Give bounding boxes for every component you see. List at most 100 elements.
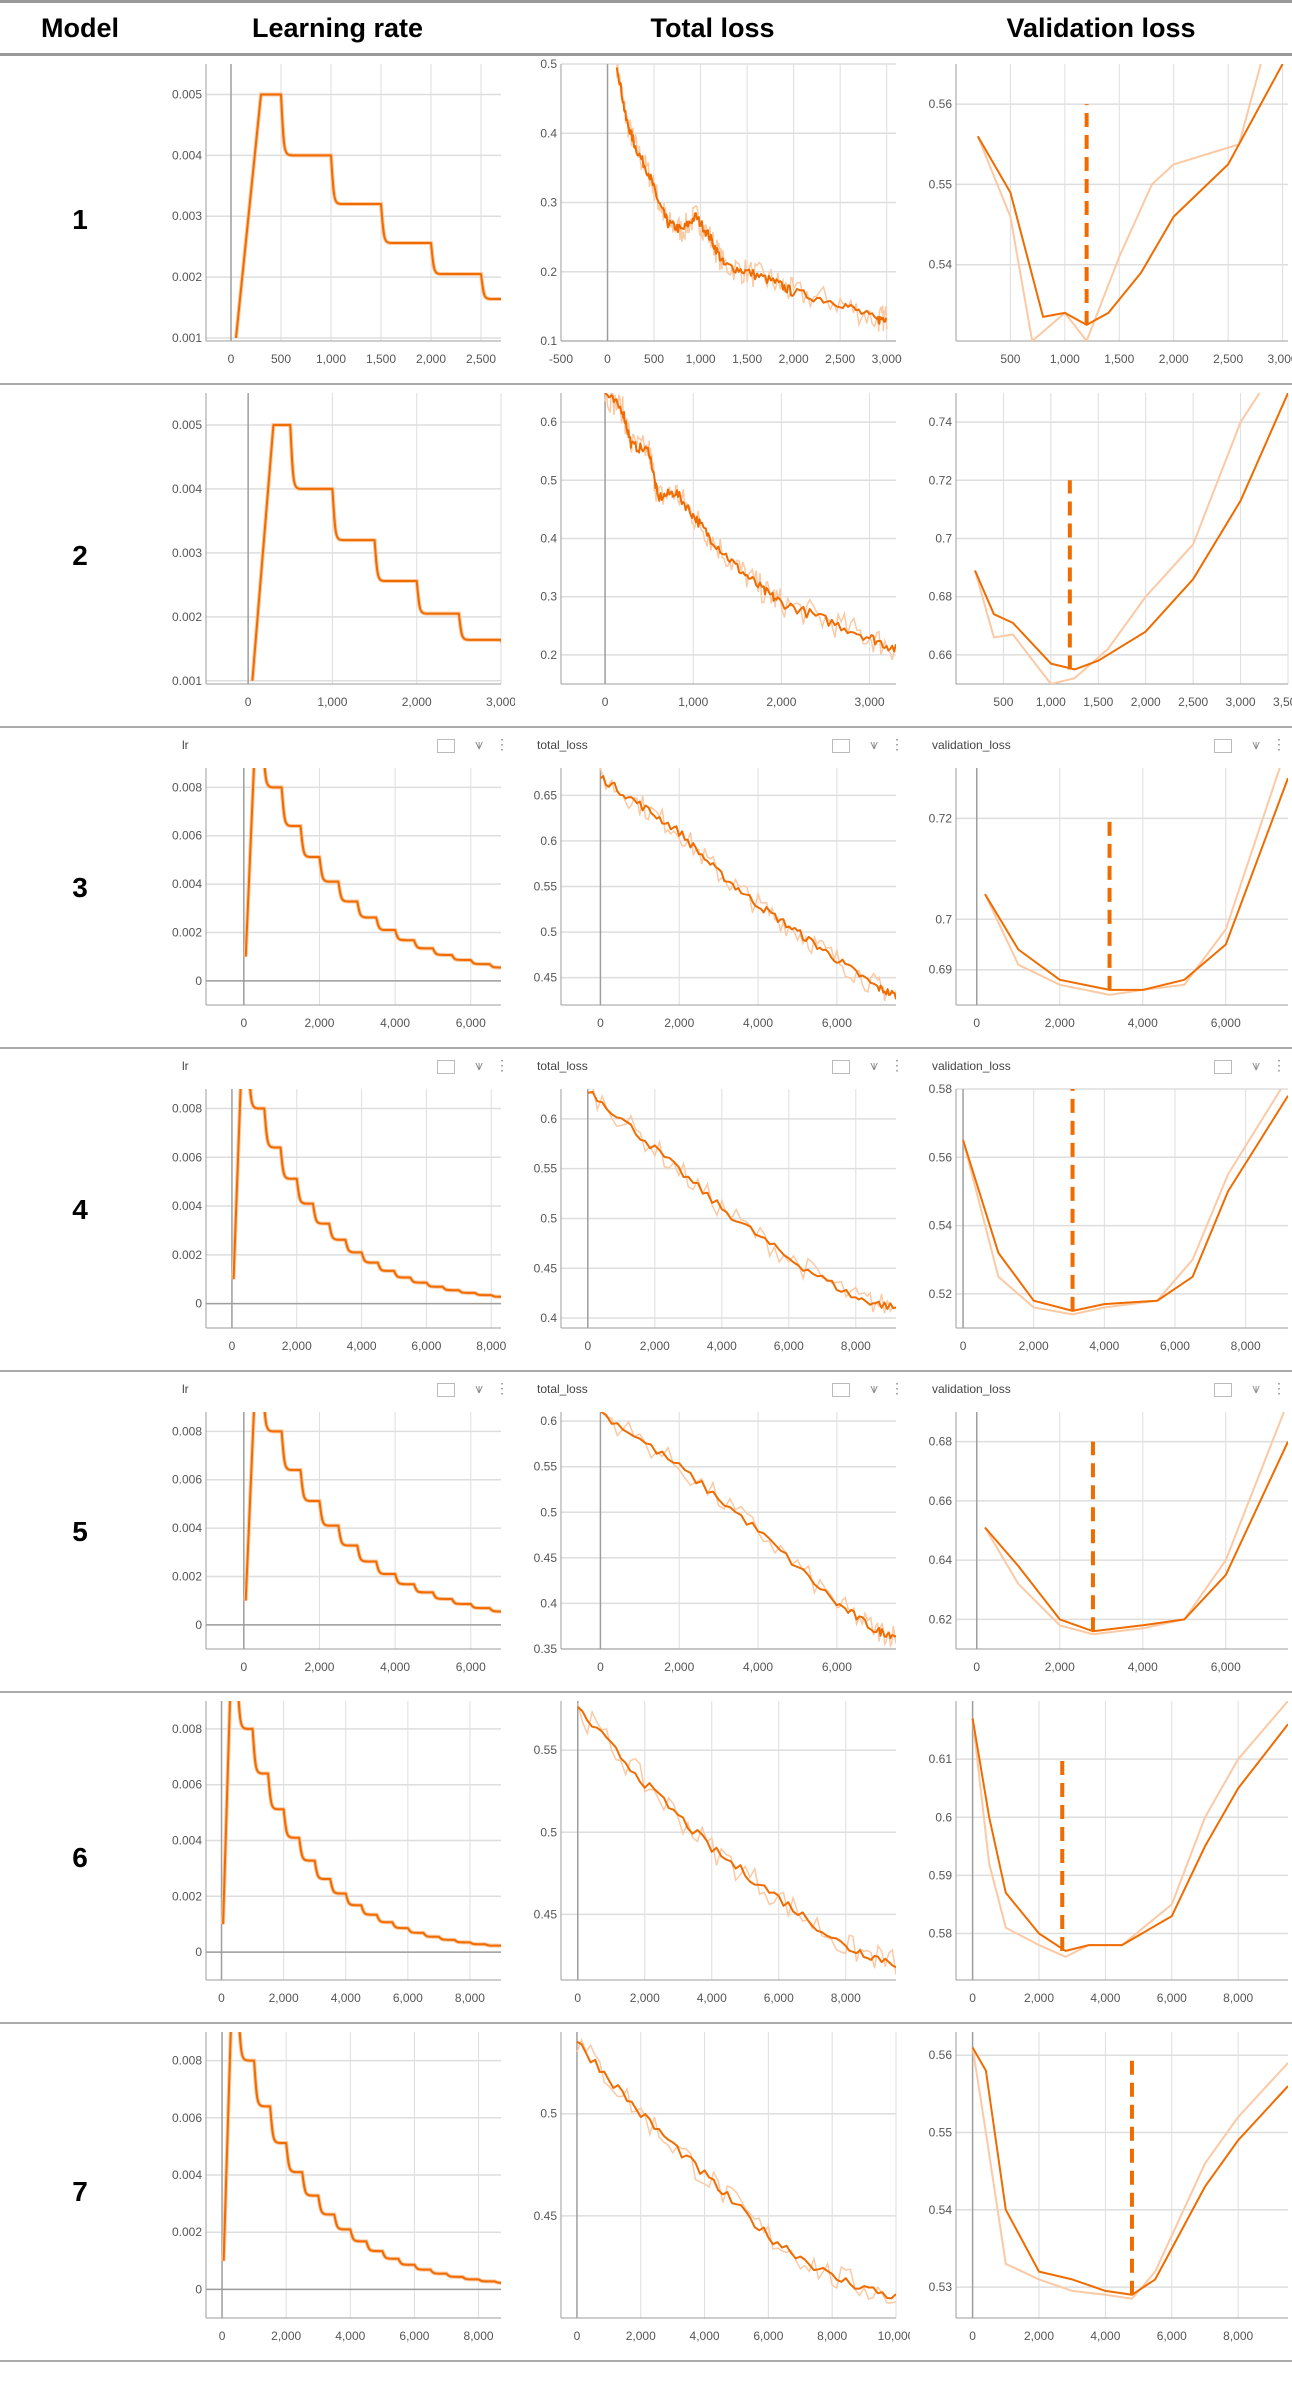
more-icon[interactable]: ⋮	[1272, 1057, 1286, 1073]
x-tick-label: 8,000	[1223, 1991, 1253, 2005]
pin-icon[interactable]: ⩛	[1252, 1057, 1260, 1073]
y-tick-label: 0.5	[540, 1211, 557, 1225]
chart-svg: 0.001 0.002 0.003 0.004 0.005 0 500 1,000 1,500 2…	[172, 64, 501, 366]
model-row: 1 0.001 0.002 0.003 0.004 0.005 0 500 1,000 1,500…	[0, 56, 1292, 385]
header-model: Model	[41, 12, 119, 43]
x-tick-label: 0	[602, 695, 609, 709]
x-tick-label: 8,000	[455, 1991, 485, 2005]
model-row: 5 lr ⩛ ⋮ 0 0.002 0.004 0.006 0.008 0 2,000 4,000 6,0…	[0, 1372, 1292, 1693]
y-tick-label: 0	[195, 974, 202, 988]
x-tick-label: 2,000	[1019, 1339, 1049, 1353]
model-number: 1	[72, 203, 88, 235]
raw-series-line	[976, 64, 1262, 341]
y-tick-label: 0.4	[540, 1596, 557, 1610]
y-tick-label: 0.6	[540, 415, 557, 429]
raw-series-line	[576, 2037, 896, 2304]
smoothed-series-line	[587, 1090, 896, 1310]
expand-icon[interactable]	[437, 1060, 455, 1074]
header-learning-rate: Learning rate	[251, 12, 424, 43]
y-tick-label: 0.66	[929, 648, 953, 662]
pin-icon[interactable]: ⩛	[1252, 736, 1260, 752]
y-tick-label: 0	[195, 1945, 202, 1959]
x-tick-label: 1,000	[1036, 695, 1066, 709]
raw-series-line	[231, 1089, 501, 1299]
smoothed-series-line	[576, 2040, 896, 2300]
x-tick-label: 2,000	[1045, 1016, 1075, 1030]
x-tick-label: 2,000	[304, 1660, 334, 1674]
y-tick-label: 0.4	[540, 126, 557, 140]
smoothed-series-line	[244, 768, 501, 969]
model-number: 3	[72, 871, 88, 903]
expand-icon[interactable]	[437, 739, 455, 753]
pin-icon[interactable]: ⩛	[475, 1380, 483, 1396]
y-tick-label: 0.3	[540, 590, 557, 604]
header-validation-loss: Validation loss	[1006, 12, 1196, 43]
x-tick-label: 2,000	[1024, 1991, 1054, 2005]
more-icon[interactable]: ⋮	[890, 1380, 904, 1396]
x-tick-label: 3,500	[1273, 695, 1292, 709]
raw-series-line	[984, 768, 1281, 996]
raw-series-line	[243, 768, 501, 970]
y-tick-label: 0.008	[172, 1102, 202, 1116]
y-tick-label: 0.55	[929, 177, 953, 191]
smoothed-series-line	[232, 1089, 501, 1298]
chart-validation-loss: 0.58 0.59 0.6 0.61 0 2,000 4,000 6,000 8,000	[910, 1693, 1292, 2022]
smoothed-series-line	[222, 2032, 501, 2284]
model-row: 6 0 0.002 0.004 0.006 0.008 0 2,000 4,000 6,000 8,…	[0, 1693, 1292, 2024]
expand-icon[interactable]	[832, 1060, 850, 1074]
x-tick-label: 2,000	[304, 1016, 334, 1030]
pin-icon[interactable]: ⩛	[1252, 1380, 1260, 1396]
pin-icon[interactable]: ⩛	[475, 1057, 483, 1073]
x-tick-label: 0	[240, 1016, 247, 1030]
chart-svg: 0 0.002 0.004 0.006 0.008 0 2,000 4,000 6,000 8,0…	[172, 1089, 507, 1353]
y-tick-label: 0.006	[172, 1778, 202, 1792]
y-tick-label: 0.006	[172, 2111, 202, 2125]
x-tick-label: 2,000	[664, 1660, 694, 1674]
more-icon[interactable]: ⋮	[1272, 736, 1286, 752]
more-icon[interactable]: ⋮	[495, 1057, 509, 1073]
chart-svg: 0 0.002 0.004 0.006 0.008 0 2,000 4,000 6,000 8,0…	[172, 2032, 501, 2343]
x-tick-label: 4,000	[380, 1016, 410, 1030]
x-tick-label: 0	[969, 2329, 976, 2343]
model-row: 2 0.001 0.002 0.003 0.004 0.005 0 1,000 2,000 3,0…	[0, 385, 1292, 728]
pin-icon[interactable]: ⩛	[870, 736, 878, 752]
y-tick-label: 0.54	[929, 258, 953, 272]
x-tick-label: 6,000	[393, 1991, 423, 2005]
y-tick-label: 0.6	[540, 1414, 557, 1428]
more-icon[interactable]: ⋮	[890, 1057, 904, 1073]
header-total-loss: Total loss	[650, 12, 775, 43]
pin-icon[interactable]: ⩛	[870, 1380, 878, 1396]
x-tick-label: 4,000	[690, 2329, 720, 2343]
chart-svg: 0.001 0.002 0.003 0.004 0.005 0 1,000 2,000 3,00…	[172, 393, 515, 709]
y-tick-label: 0.56	[929, 2048, 953, 2062]
more-icon[interactable]: ⋮	[495, 1380, 509, 1396]
expand-icon[interactable]	[1214, 739, 1232, 753]
y-tick-label: 0.56	[929, 97, 953, 111]
pin-icon[interactable]: ⩛	[870, 1057, 878, 1073]
more-icon[interactable]: ⋮	[1272, 1380, 1286, 1396]
y-tick-label: 0.54	[929, 1219, 953, 1233]
x-tick-label: 0	[228, 352, 235, 366]
raw-series-line	[616, 64, 888, 332]
x-tick-label: 8,000	[831, 1991, 861, 2005]
expand-icon[interactable]	[437, 1383, 455, 1397]
smoothed-series-line	[599, 775, 896, 1000]
y-tick-label: 0.004	[172, 482, 202, 496]
x-tick-label: 0	[218, 1991, 225, 2005]
y-tick-label: 0.3	[540, 196, 557, 210]
expand-icon[interactable]	[1214, 1383, 1232, 1397]
y-tick-label: 0.7	[935, 532, 952, 546]
expand-icon[interactable]	[832, 739, 850, 753]
expand-icon[interactable]	[832, 1383, 850, 1397]
x-tick-label: 6,000	[399, 2329, 429, 2343]
chart-lr: lr ⩛ ⋮ 0 0.002 0.004 0.006 0.008 0 2,000 4,000 6,00…	[160, 1372, 515, 1691]
more-icon[interactable]: ⋮	[495, 736, 509, 752]
pin-icon[interactable]: ⩛	[475, 736, 483, 752]
expand-icon[interactable]	[1214, 1060, 1232, 1074]
y-tick-label: 0.72	[929, 473, 953, 487]
smoothed-series-line	[984, 777, 1288, 991]
more-icon[interactable]: ⋮	[890, 736, 904, 752]
y-tick-label: 0.6	[540, 834, 557, 848]
chart-title: lr	[182, 738, 189, 752]
raw-series-line	[221, 2032, 501, 2285]
